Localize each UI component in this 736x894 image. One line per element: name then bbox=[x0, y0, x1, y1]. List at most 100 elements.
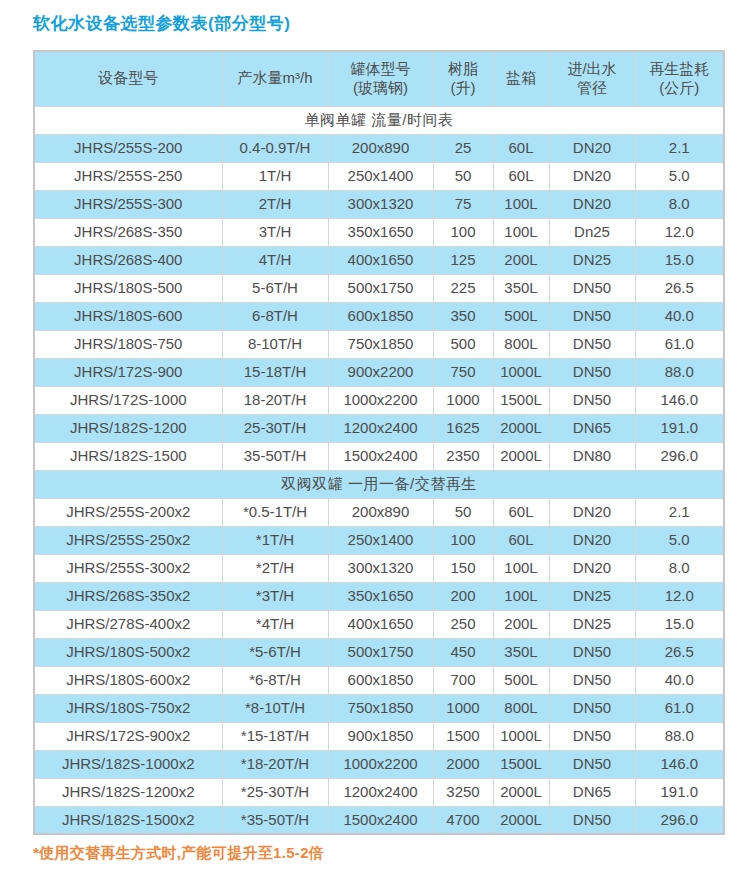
table-cell: 200 bbox=[433, 582, 493, 610]
table-cell: JHRS/278S-400x2 bbox=[34, 610, 222, 638]
table-cell: 350x1650 bbox=[328, 582, 433, 610]
table-row: JHRS/268S-3503T/H350x1650100100LDn2512.0 bbox=[34, 218, 724, 246]
table-cell: DN50 bbox=[549, 274, 635, 302]
table-cell: DN50 bbox=[549, 386, 635, 414]
table-row: JHRS/180S-5005-6T/H500x1750225350LDN5026… bbox=[34, 274, 724, 302]
table-cell: DN50 bbox=[549, 302, 635, 330]
table-cell: 1000x2200 bbox=[328, 386, 433, 414]
header-device-model: 设备型号 bbox=[34, 51, 222, 106]
table-cell: 2000L bbox=[493, 442, 549, 470]
table-cell: 350 bbox=[433, 302, 493, 330]
table-cell: JHRS/182S-1500x2 bbox=[34, 806, 222, 834]
header-row: 设备型号 产水量m³/h 罐体型号 (玻璃钢) 树脂 (升) 盐箱 进/出水 管… bbox=[34, 51, 724, 106]
table-cell: DN20 bbox=[549, 554, 635, 582]
table-cell: 88.0 bbox=[635, 722, 724, 750]
table-cell: *3T/H bbox=[222, 582, 328, 610]
table-cell: Dn25 bbox=[549, 218, 635, 246]
table-cell: 61.0 bbox=[635, 694, 724, 722]
table-cell: 296.0 bbox=[635, 442, 724, 470]
table-cell: 100L bbox=[493, 190, 549, 218]
table-cell: DN25 bbox=[549, 610, 635, 638]
table-row: JHRS/172S-90015-18T/H900x22007501000LDN5… bbox=[34, 358, 724, 386]
spec-table: 设备型号 产水量m³/h 罐体型号 (玻璃钢) 树脂 (升) 盐箱 进/出水 管… bbox=[33, 50, 725, 835]
table-cell: 4700 bbox=[433, 806, 493, 834]
table-cell: JHRS/268S-350x2 bbox=[34, 582, 222, 610]
table-cell: 2000L bbox=[493, 806, 549, 834]
table-cell: 1500x2400 bbox=[328, 806, 433, 834]
section-header-label: 双阀双罐 一用一备/交替再生 bbox=[34, 470, 724, 498]
table-cell: 750 bbox=[433, 358, 493, 386]
table-cell: 2000 bbox=[433, 750, 493, 778]
table-cell: 200L bbox=[493, 610, 549, 638]
table-cell: 500L bbox=[493, 302, 549, 330]
table-cell: 200x890 bbox=[328, 134, 433, 162]
table-cell: JHRS/255S-200x2 bbox=[34, 498, 222, 526]
table-cell: JHRS/255S-300x2 bbox=[34, 554, 222, 582]
table-cell: DN50 bbox=[549, 330, 635, 358]
table-row: JHRS/182S-1200x2*25-30T/H1200x2400325020… bbox=[34, 778, 724, 806]
table-cell: JHRS/180S-500 bbox=[34, 274, 222, 302]
table-cell: 800L bbox=[493, 330, 549, 358]
table-cell: 18-20T/H bbox=[222, 386, 328, 414]
table-row: JHRS/255S-3002T/H300x132075100LDN208.0 bbox=[34, 190, 724, 218]
table-cell: 1000 bbox=[433, 694, 493, 722]
table-row: JHRS/268S-350x2*3T/H350x1650200100LDN251… bbox=[34, 582, 724, 610]
table-cell: *0.5-1T/H bbox=[222, 498, 328, 526]
table-cell: JHRS/182S-1500 bbox=[34, 442, 222, 470]
table-cell: 25-30T/H bbox=[222, 414, 328, 442]
table-cell: 500x1750 bbox=[328, 638, 433, 666]
table-cell: 250x1400 bbox=[328, 162, 433, 190]
table-cell: JHRS/182S-1200 bbox=[34, 414, 222, 442]
table-cell: *2T/H bbox=[222, 554, 328, 582]
table-cell: 900x1850 bbox=[328, 722, 433, 750]
table-cell: 2000L bbox=[493, 414, 549, 442]
table-cell: DN25 bbox=[549, 582, 635, 610]
table-cell: 88.0 bbox=[635, 358, 724, 386]
table-cell: 200x890 bbox=[328, 498, 433, 526]
table-cell: DN50 bbox=[549, 666, 635, 694]
table-cell: 750x1850 bbox=[328, 694, 433, 722]
table-cell: *35-50T/H bbox=[222, 806, 328, 834]
table-row: JHRS/255S-2501T/H250x14005060LDN205.0 bbox=[34, 162, 724, 190]
table-cell: 200L bbox=[493, 246, 549, 274]
table-row: JHRS/180S-7508-10T/H750x1850500800LDN506… bbox=[34, 330, 724, 358]
table-row: JHRS/180S-750x2*8-10T/H750x18501000800LD… bbox=[34, 694, 724, 722]
table-row: JHRS/255S-300x2*2T/H300x1320150100LDN208… bbox=[34, 554, 724, 582]
table-cell: JHRS/180S-500x2 bbox=[34, 638, 222, 666]
table-cell: JHRS/172S-900 bbox=[34, 358, 222, 386]
table-cell: 60L bbox=[493, 498, 549, 526]
table-row: JHRS/180S-500x2*5-6T/H500x1750450350LDN5… bbox=[34, 638, 724, 666]
table-cell: 2.1 bbox=[635, 498, 724, 526]
table-cell: 225 bbox=[433, 274, 493, 302]
table-cell: *8-10T/H bbox=[222, 694, 328, 722]
table-cell: JHRS/182S-1200x2 bbox=[34, 778, 222, 806]
table-cell: 500x1750 bbox=[328, 274, 433, 302]
table-cell: JHRS/180S-750 bbox=[34, 330, 222, 358]
table-cell: 250 bbox=[433, 610, 493, 638]
table-cell: 125 bbox=[433, 246, 493, 274]
table-cell: 2350 bbox=[433, 442, 493, 470]
table-cell: JHRS/182S-1000x2 bbox=[34, 750, 222, 778]
header-water-output: 产水量m³/h bbox=[222, 51, 328, 106]
table-cell: 15.0 bbox=[635, 610, 724, 638]
table-row: JHRS/268S-4004T/H400x1650125200LDN2515.0 bbox=[34, 246, 724, 274]
table-cell: *15-18T/H bbox=[222, 722, 328, 750]
table-cell: 1625 bbox=[433, 414, 493, 442]
header-tank-model: 罐体型号 (玻璃钢) bbox=[328, 51, 433, 106]
table-cell: DN20 bbox=[549, 134, 635, 162]
table-cell: 400x1650 bbox=[328, 610, 433, 638]
header-salt-consumption: 再生盐耗 (公斤) bbox=[635, 51, 724, 106]
section-header-row: 单阀单罐 流量/时间表 bbox=[34, 106, 724, 134]
table-cell: JHRS/172S-1000 bbox=[34, 386, 222, 414]
table-cell: *6-8T/H bbox=[222, 666, 328, 694]
table-cell: 450 bbox=[433, 638, 493, 666]
table-cell: DN80 bbox=[549, 442, 635, 470]
table-cell: 60L bbox=[493, 134, 549, 162]
table-cell: DN20 bbox=[549, 190, 635, 218]
table-cell: 146.0 bbox=[635, 750, 724, 778]
table-cell: JHRS/180S-600x2 bbox=[34, 666, 222, 694]
table-cell: 5.0 bbox=[635, 526, 724, 554]
table-cell: 300x1320 bbox=[328, 190, 433, 218]
table-cell: 1000 bbox=[433, 386, 493, 414]
table-cell: 5-6T/H bbox=[222, 274, 328, 302]
